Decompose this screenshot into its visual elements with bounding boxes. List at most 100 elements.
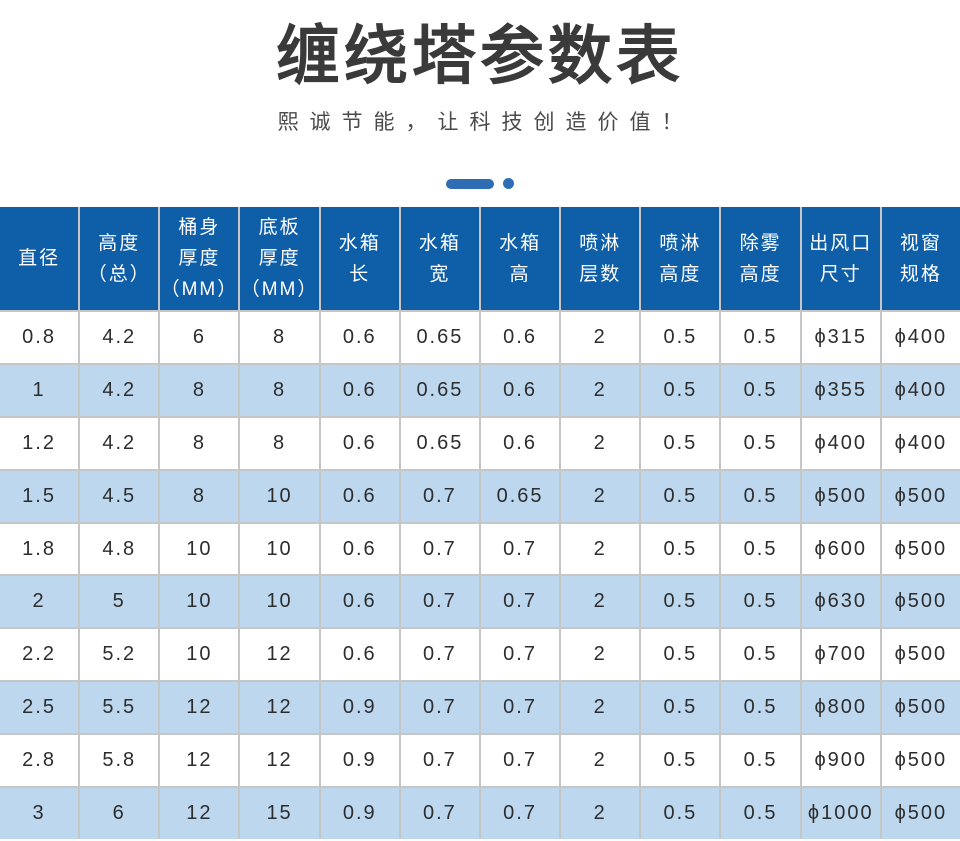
table-cell-r8-spray-height: 0.5 [641,682,720,734]
column-header-line: 长 [349,263,371,285]
divider-bar-icon [446,178,494,189]
table-cell-r6-tank-width: 0.7 [400,576,479,628]
column-header-line: 桶身 [178,217,221,238]
table-cell-r9-tank-width: 0.7 [400,735,479,787]
table-cell-r2-spray-layers: 2 [561,364,640,416]
table-cell-r3-tank-height: 0.6 [480,417,560,469]
table-cell-r8-total-height: 5.5 [80,682,159,734]
page-title: 缠绕塔参数表 [276,20,684,92]
column-header-demist-height: 除雾 高度 [721,207,800,310]
table-cell-r4-tank-width: 0.7 [400,470,479,522]
table-cell-r2-tank-length: 0.6 [320,364,399,416]
table-cell-r5-spray-layers: 2 [561,523,640,575]
table-cell-r9-diameter: 2.8 [0,735,79,787]
column-header-line: （MM） [160,279,239,300]
table-cell-r9-barrel-thickness: 12 [160,735,239,787]
table-cell-r1-diameter: 0.8 [0,312,79,363]
column-header-barrel-thickness: 桶身厚度 （MM） [160,207,239,310]
table-cell-r2-base-plate-thickness: 8 [240,364,319,416]
table-cell-r10-demist-height: 0.5 [721,788,800,839]
table-cell-r4-tank-height: 0.65 [480,470,560,522]
table-cell-r4-barrel-thickness: 8 [160,470,239,522]
column-header-line: 出风口 [809,232,873,254]
table-cell-r10-base-plate-thickness: 15 [240,788,319,839]
table-cell-r2-air-outlet-size: ϕ355 [801,364,880,416]
table-cell-r9-window-spec: ϕ500 [881,735,960,787]
table-cell-r9-total-height: 5.8 [80,735,159,787]
column-header-tank-width: 水箱宽 [400,207,479,310]
column-header-line: 底板 [258,217,301,238]
table-cell-r8-air-outlet-size: ϕ800 [801,682,880,734]
column-header-line: 厚度 [258,248,301,269]
table-cell-r10-window-spec: ϕ500 [881,788,960,839]
table-cell-r8-diameter: 2.5 [0,682,79,734]
table-cell-r4-spray-height: 0.5 [641,470,720,522]
table-cell-r4-total-height: 4.5 [80,470,159,522]
divider [0,178,960,189]
table-cell-r4-window-spec: ϕ500 [881,470,960,522]
table-cell-r1-tank-width: 0.65 [400,312,479,363]
table-cell-r1-base-plate-thickness: 8 [240,312,319,363]
table-cell-r8-barrel-thickness: 12 [160,682,239,734]
column-header-tank-height: 水箱高 [480,207,560,310]
table-cell-r5-barrel-thickness: 10 [160,523,239,575]
table-cell-r3-tank-width: 0.65 [400,417,479,469]
table-cell-r8-tank-width: 0.7 [400,682,479,734]
column-header-line: 水箱 [338,232,381,254]
table-cell-r9-base-plate-thickness: 12 [240,735,319,787]
table-cell-r5-tank-width: 0.7 [400,523,479,575]
column-header-line: 高度 [739,263,782,285]
table-cell-r1-spray-layers: 2 [561,312,640,363]
table-cell-r6-tank-length: 0.6 [320,576,399,628]
table-cell-r10-air-outlet-size: ϕ1000 [801,788,880,839]
table-cell-r10-tank-width: 0.7 [400,788,479,839]
column-header-line: 除雾 [739,232,782,254]
table-cell-r8-window-spec: ϕ500 [881,682,960,734]
table-cell-r1-air-outlet-size: ϕ315 [801,312,880,363]
table-cell-r3-air-outlet-size: ϕ400 [801,417,880,469]
table-cell-r6-base-plate-thickness: 10 [240,576,319,628]
table-cell-r2-diameter: 1 [0,364,79,416]
column-header-line: 尺寸 [819,263,862,285]
table-cell-r6-diameter: 2 [0,576,79,628]
table-cell-r5-tank-length: 0.6 [320,523,399,575]
table-cell-r1-total-height: 4.2 [80,312,159,363]
table-cell-r6-air-outlet-size: ϕ630 [801,576,880,628]
column-header-line: 层数 [579,263,622,285]
column-header-line: 视窗 [899,232,942,254]
table-cell-r1-barrel-thickness: 6 [160,312,239,363]
table-cell-r3-demist-height: 0.5 [721,417,800,469]
table-cell-r8-tank-length: 0.9 [320,682,399,734]
column-header-line: （MM） [240,279,319,300]
table-cell-r2-demist-height: 0.5 [721,364,800,416]
hero-section: 缠绕塔参数表 熙诚节能，让科技创造价值！ [0,14,960,189]
column-header-line: 高度 [659,263,702,285]
table-cell-r3-window-spec: ϕ400 [881,417,960,469]
column-header-line: 高度 [98,232,141,254]
column-header-line: 喷淋 [659,232,702,254]
table-cell-r5-air-outlet-size: ϕ600 [801,523,880,575]
table-cell-r3-spray-height: 0.5 [641,417,720,469]
table-cell-r5-total-height: 4.8 [80,523,159,575]
table-cell-r3-total-height: 4.2 [80,417,159,469]
table-cell-r3-barrel-thickness: 8 [160,417,239,469]
divider-dot-icon [503,178,514,189]
column-header-line: 厚度 [178,248,221,269]
table-cell-r5-window-spec: ϕ500 [881,523,960,575]
table-cell-r4-tank-length: 0.6 [320,470,399,522]
table-cell-r10-barrel-thickness: 12 [160,788,239,839]
table-cell-r6-window-spec: ϕ500 [881,576,960,628]
table-cell-r7-window-spec: ϕ500 [881,629,960,681]
column-header-total-height: 高度 （总） [80,207,159,310]
table-cell-r1-tank-length: 0.6 [320,312,399,363]
table-cell-r7-air-outlet-size: ϕ700 [801,629,880,681]
table-cell-r4-spray-layers: 2 [561,470,640,522]
table-cell-r1-window-spec: ϕ400 [881,312,960,363]
table-cell-r3-base-plate-thickness: 8 [240,417,319,469]
table-cell-r7-tank-width: 0.7 [400,629,479,681]
column-header-line: 规格 [899,263,942,285]
column-header-diameter: 直径 [0,207,79,310]
table-cell-r7-tank-height: 0.7 [480,629,560,681]
table-cell-r10-tank-height: 0.7 [480,788,560,839]
page: 缠绕塔参数表 熙诚节能，让科技创造价值！ 直径 高度 （总） 桶身厚度 （MM） 底板厚度… [0,14,960,841]
